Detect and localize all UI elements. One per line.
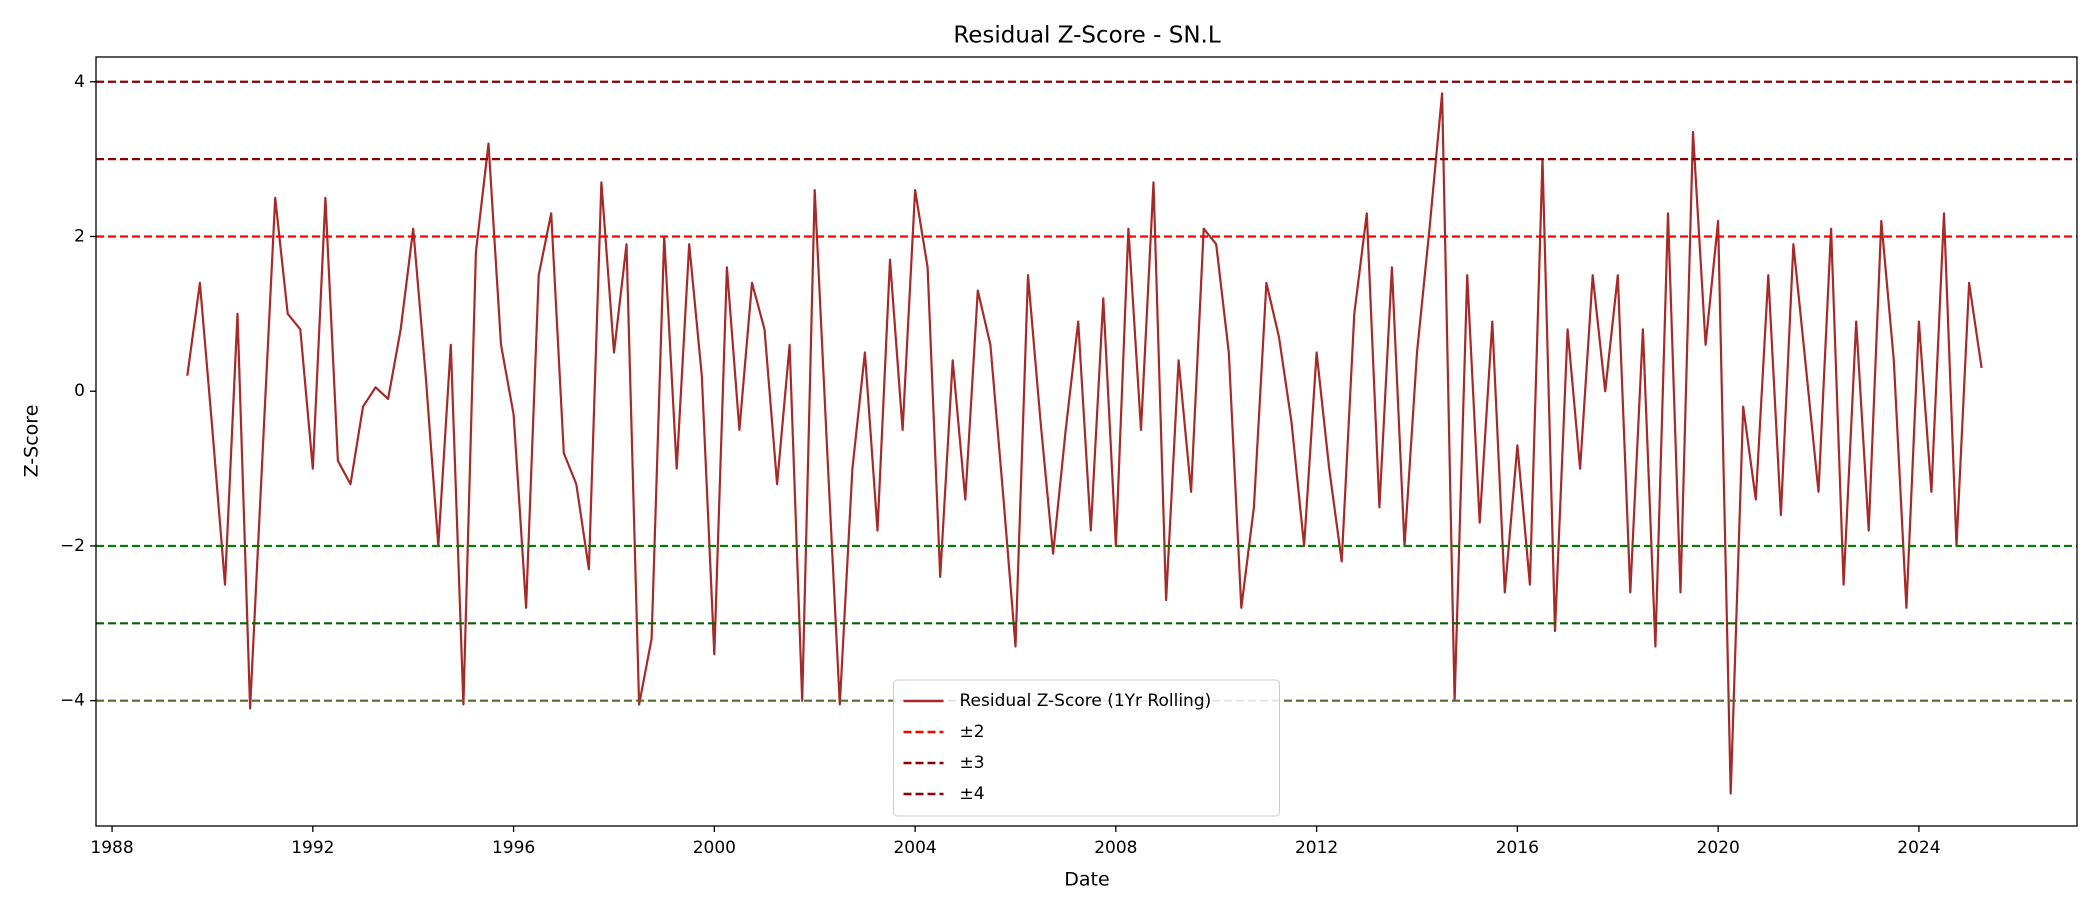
x-axis-label: Date <box>1064 869 1109 891</box>
x-tick-label: 2016 <box>1496 838 1539 858</box>
y-tick-label: 0 <box>74 381 85 401</box>
y-tick-label: −4 <box>60 691 85 711</box>
legend-box <box>893 679 1280 817</box>
x-tick-label: 2008 <box>1094 838 1137 858</box>
chart-title: Residual Z-Score - SN.L <box>953 23 1221 49</box>
x-tick-label: 2000 <box>693 838 736 858</box>
x-tick-label: 1996 <box>492 838 535 858</box>
series-line <box>186 92 1983 795</box>
y-tick-label: 4 <box>74 72 85 92</box>
legend-label: Residual Z-Score (1Yr Rolling) <box>960 691 1212 711</box>
legend-label: ±4 <box>960 784 985 804</box>
legend: Residual Z-Score (1Yr Rolling) ±2 ±3 ±4 <box>893 679 1280 817</box>
x-tick-label: 2004 <box>893 838 936 858</box>
x-tick-label: 1988 <box>90 838 133 858</box>
x-tick-label: 2020 <box>1697 838 1740 858</box>
x-tick-label: 2012 <box>1295 838 1338 858</box>
plot-frame <box>95 56 2078 827</box>
y-tick-label: 2 <box>74 226 85 246</box>
y-tick-label: −2 <box>60 536 85 556</box>
x-tick-label: 2024 <box>1897 838 1940 858</box>
y-axis-label: Z-Score <box>21 405 43 478</box>
legend-label: ±2 <box>960 722 985 742</box>
legend-label: ±3 <box>960 753 985 773</box>
x-tick-label: 1992 <box>291 838 334 858</box>
